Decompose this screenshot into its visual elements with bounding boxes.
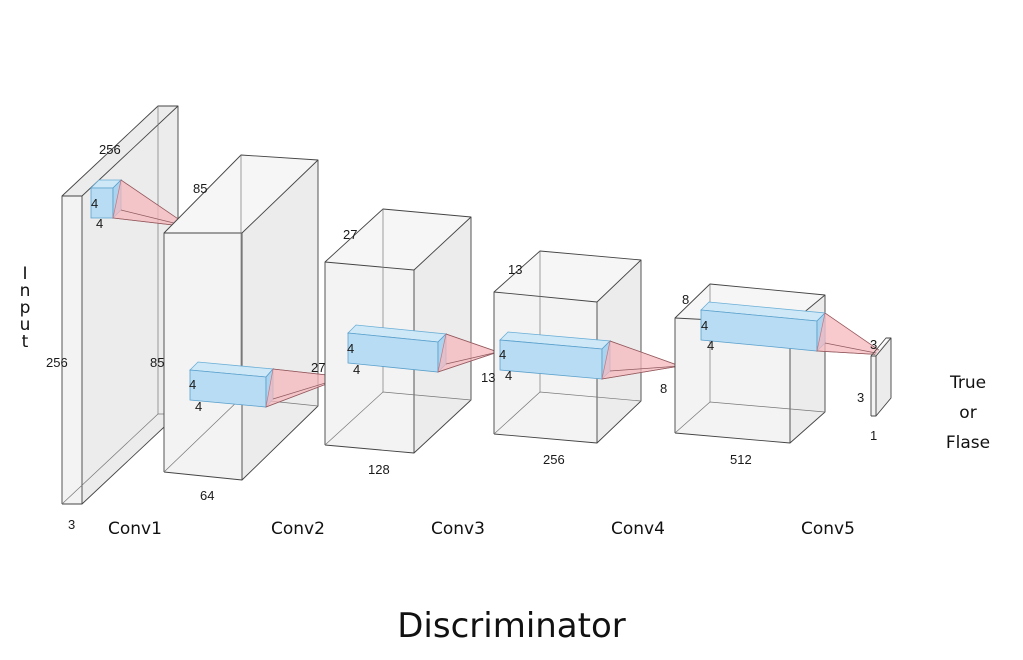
kernel-conv1: [189, 361, 274, 409]
dim-kernel-conv3-w: 4: [505, 368, 512, 383]
dim-conv4-height: 8: [660, 381, 667, 396]
dim-conv2-height: 27: [311, 360, 325, 375]
dim-conv3-depth: 256: [543, 452, 565, 467]
dim-conv1-height: 85: [150, 355, 164, 370]
diagram-title: Discriminator: [397, 606, 626, 646]
dim-input-width: 256: [99, 142, 121, 157]
dim-input-height: 256: [46, 355, 68, 370]
layer-label-conv5: Conv5: [801, 519, 855, 539]
dim-conv3-width: 13: [508, 262, 522, 277]
volume-conv5: [870, 337, 892, 417]
dim-kernel-input-h: 4: [91, 196, 98, 211]
volume-input: [61, 105, 179, 505]
layer-label-conv1: Conv1: [108, 519, 162, 539]
volume-conv1: [163, 154, 319, 481]
dim-input-depth: 3: [68, 517, 75, 532]
dim-conv5-height: 3: [857, 390, 864, 405]
dim-kernel-conv1-h: 4: [189, 377, 196, 392]
dim-conv5-width: 3: [870, 337, 877, 352]
dim-kernel-conv3-h: 4: [499, 347, 506, 362]
dim-kernel-conv4-w: 4: [707, 338, 714, 353]
cone-conv2-to-conv3: [437, 333, 500, 373]
dim-conv2-depth: 128: [368, 462, 390, 477]
input-label: Input: [19, 264, 31, 352]
dim-conv4-width: 8: [682, 292, 689, 307]
dim-kernel-input-w: 4: [96, 216, 103, 231]
dim-conv3-height: 13: [481, 370, 495, 385]
cone-input-to-conv1: [112, 179, 191, 228]
dim-kernel-conv1-w: 4: [195, 399, 202, 414]
dim-kernel-conv2-w: 4: [353, 362, 360, 377]
layer-label-conv4: Conv4: [611, 519, 665, 539]
dim-conv1-depth: 64: [200, 488, 214, 503]
cone-conv4-to-conv5: [816, 312, 888, 356]
dim-kernel-conv4-h: 4: [701, 318, 708, 333]
dim-conv4-depth: 512: [730, 452, 752, 467]
dim-conv5-depth: 1: [870, 428, 877, 443]
layer-label-conv3: Conv3: [431, 519, 485, 539]
layer-label-conv2: Conv2: [271, 519, 325, 539]
cone-conv3-to-conv4: [601, 340, 682, 380]
dim-conv1-width: 85: [193, 181, 207, 196]
dim-kernel-conv2-h: 4: [347, 341, 354, 356]
output-label: True or Flase: [945, 373, 991, 453]
dim-conv2-width: 27: [343, 227, 357, 242]
